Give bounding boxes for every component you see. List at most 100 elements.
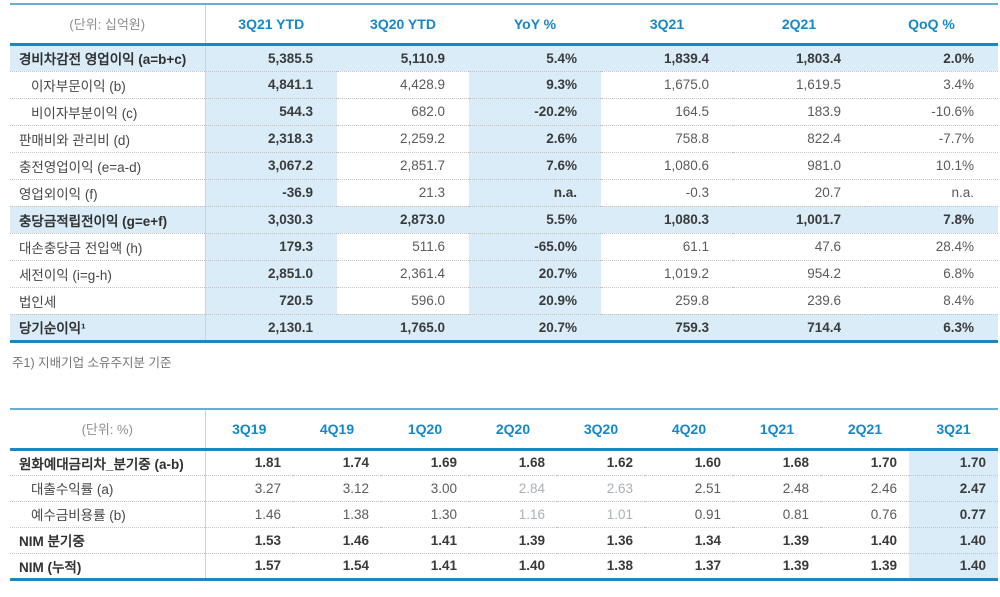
value-cell: 2.84 (518, 480, 545, 496)
column-header: 3Q19 (232, 420, 267, 437)
value-cell: 1.16 (518, 506, 545, 522)
value-cell: 4,428.9 (399, 77, 445, 92)
value-cell: 3.27 (254, 480, 281, 496)
value-cell: 1,803.4 (795, 50, 841, 66)
column-header: 3Q21 (649, 15, 685, 32)
value-cell: 4,841.1 (205, 71, 337, 98)
value-cell: 20.7 (814, 185, 841, 200)
value-cell: 2.48 (782, 480, 809, 496)
value-cell: 1.46 (254, 506, 281, 522)
value-cell: 1,019.2 (663, 266, 709, 281)
unit-label: (단위: %) (10, 409, 206, 449)
table-row: 충당금적립전이익 (g=e+f) 3,030.3 2,873.0 5.5% 1,080.… (10, 206, 998, 233)
column-header: 3Q21 YTD (238, 15, 305, 32)
value-cell: 21.3 (418, 185, 445, 200)
value-cell: n.a. (469, 179, 601, 206)
value-cell: 822.4 (807, 131, 841, 146)
value-cell: 5,110.9 (400, 50, 445, 66)
value-cell: 1.40 (909, 553, 998, 579)
value-cell: 1,675.0 (663, 77, 709, 92)
footnote: 주1) 지배기업 소유주지분 기준 (12, 356, 172, 370)
value-cell: 981.0 (807, 158, 841, 173)
value-cell: 1.39 (782, 532, 809, 548)
value-cell: 1.34 (694, 532, 721, 548)
value-cell: -65.0% (469, 233, 601, 260)
value-cell: 1.41 (430, 532, 457, 548)
value-cell: 1.70 (909, 449, 998, 475)
value-cell: 1,080.3 (663, 212, 709, 227)
row-label: 충전영업이익 (e=a-d) (10, 152, 206, 179)
value-cell: 61.1 (682, 239, 709, 254)
value-cell: 1,080.6 (663, 158, 709, 173)
value-cell: 2,873.0 (399, 212, 445, 227)
value-cell: -7.7% (938, 131, 974, 146)
column-header: 3Q20 (583, 420, 619, 437)
table-row: NIM (누적) 1.57 1.54 1.41 1.40 1.38 1.37 1.39 1.39… (10, 553, 998, 579)
value-cell: 20.7% (469, 314, 601, 341)
value-cell: 1.39 (782, 558, 809, 573)
value-cell: 2.6% (469, 125, 601, 152)
value-cell: 0.77 (909, 501, 998, 527)
value-cell: 1.74 (342, 455, 369, 470)
value-cell: 2,851.7 (399, 158, 445, 173)
column-header: 2Q20 (495, 420, 531, 437)
value-cell: 1.57 (254, 558, 281, 573)
value-cell: 6.3% (943, 319, 974, 335)
value-cell: 20.9% (469, 287, 601, 314)
value-cell: 1.38 (342, 506, 369, 522)
value-cell: 2.63 (606, 480, 633, 496)
table-row: 원화예대금리차_분기중 (a-b) 1.81 1.74 1.69 1.68 1.62 1.6… (10, 449, 998, 475)
row-label: 충당금적립전이익 (g=e+f) (10, 206, 206, 233)
value-cell: 1.30 (430, 506, 457, 522)
table-row: 영업외이익 (f) -36.9 21.3 n.a. -0.3 20.7 n.a. (10, 179, 998, 206)
value-cell: 6.8% (943, 266, 974, 281)
row-label: 예수금비용률 (b) (10, 501, 206, 527)
value-cell: 1.46 (342, 532, 369, 548)
value-cell: 2,130.1 (205, 314, 337, 341)
value-cell: 2.51 (694, 480, 721, 496)
value-cell: 2,851.0 (205, 260, 337, 287)
value-cell: 1.68 (782, 455, 809, 470)
column-header: YoY % (513, 15, 557, 32)
column-header: 3Q20 YTD (370, 15, 436, 32)
value-cell: 20.7% (469, 260, 601, 287)
value-cell: 596.0 (411, 293, 445, 308)
value-cell: 1,619.5 (795, 77, 841, 92)
value-cell: 3.12 (342, 480, 369, 496)
row-label: 대손충당금 전입액 (h) (10, 233, 206, 260)
value-cell: 1.53 (254, 532, 281, 548)
column-header: 4Q19 (319, 420, 355, 437)
table-row: 예수금비용률 (b) 1.46 1.38 1.30 1.16 1.01 0.91 0.81 0.… (10, 501, 998, 527)
value-cell: 1.36 (606, 532, 633, 548)
value-cell: 7.6% (469, 152, 601, 179)
value-cell: 1.40 (518, 558, 545, 573)
value-cell: 2,318.3 (205, 125, 337, 152)
column-header: 2Q21 (781, 15, 817, 32)
value-cell: 682.0 (411, 104, 445, 119)
value-cell: 720.5 (205, 287, 337, 314)
column-header: 4Q20 (671, 420, 707, 437)
row-label: NIM 분기중 (10, 527, 206, 553)
table-row: 경비차감전 영업이익 (a=b+c) 5,385.5 5,110.9 5.4% 1,83… (10, 44, 998, 71)
value-cell: 2.47 (909, 475, 998, 501)
value-cell: 1.69 (430, 455, 457, 470)
value-cell: 5.4% (469, 44, 601, 71)
value-cell: 1.40 (870, 532, 897, 548)
value-cell: 954.2 (807, 266, 841, 281)
value-cell: 0.81 (782, 506, 809, 522)
value-cell: -36.9 (205, 179, 337, 206)
value-cell: 0.91 (694, 506, 721, 522)
value-cell: 1,001.7 (795, 212, 841, 227)
value-cell: 544.3 (205, 98, 337, 125)
table-row: NIM 분기중 1.53 1.46 1.41 1.39 1.36 1.34 1.39 1.40 1… (10, 527, 998, 553)
row-label: 원화예대금리차_분기중 (a-b) (10, 449, 206, 475)
table-row: 당기순이익¹ 2,130.1 1,765.0 20.7% 759.3 714.4 6.3% (10, 314, 998, 341)
value-cell: 1.41 (430, 558, 457, 573)
value-cell: 1.62 (606, 455, 633, 470)
value-cell: 2.46 (870, 480, 897, 496)
value-cell: 714.4 (807, 319, 841, 335)
value-cell: 1.81 (254, 455, 281, 470)
value-cell: -10.6% (931, 104, 974, 119)
value-cell: 1.60 (694, 455, 721, 470)
